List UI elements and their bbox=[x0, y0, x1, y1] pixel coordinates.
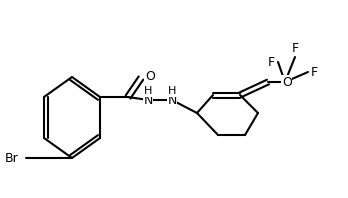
Text: F: F bbox=[268, 55, 275, 69]
Text: O: O bbox=[145, 69, 155, 83]
Text: F: F bbox=[311, 66, 318, 78]
Text: H: H bbox=[168, 86, 176, 96]
Text: O: O bbox=[282, 75, 292, 89]
Text: N: N bbox=[167, 93, 177, 107]
Text: F: F bbox=[291, 42, 299, 55]
Text: Br: Br bbox=[4, 151, 18, 165]
Text: H: H bbox=[144, 86, 152, 96]
Text: N: N bbox=[143, 93, 153, 107]
